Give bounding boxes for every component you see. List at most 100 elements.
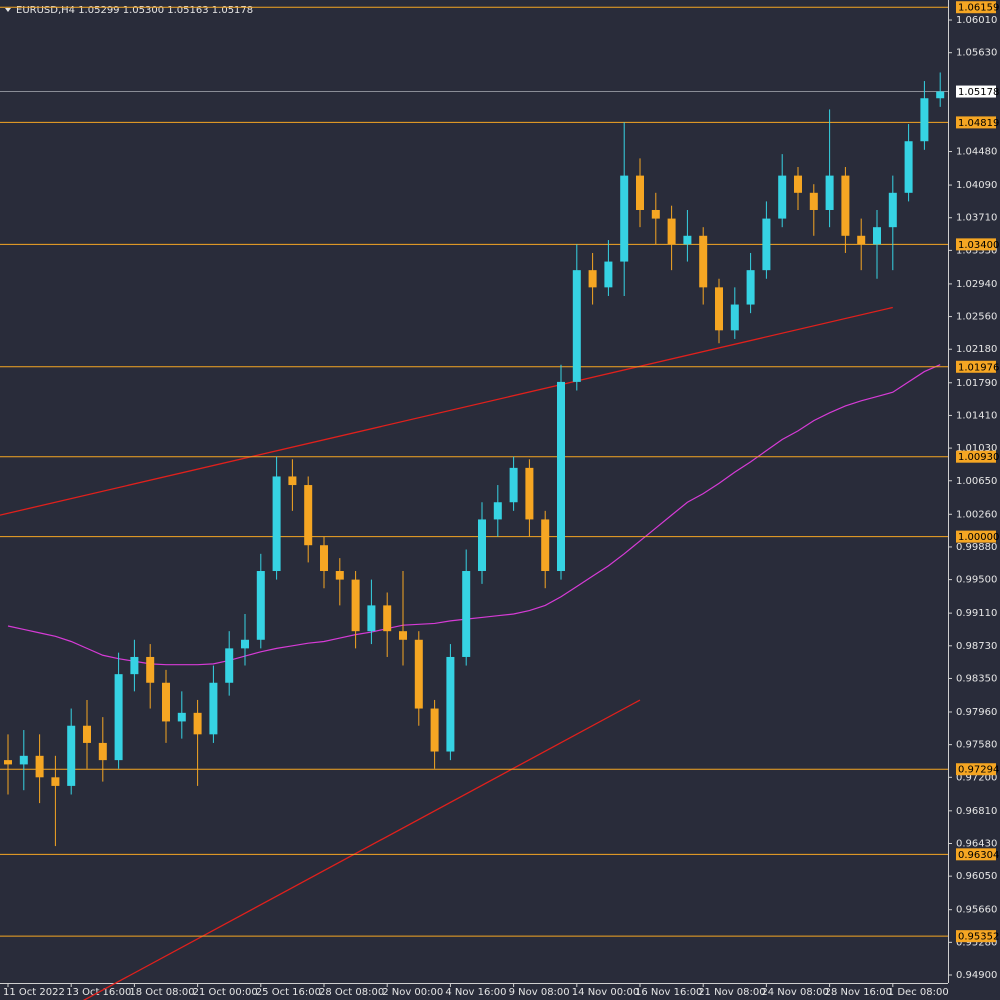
y-tick-label: 1.06010 [956,15,997,26]
candle-body [162,682,170,722]
candle-body [98,742,107,761]
candle-body [762,218,771,271]
candle-body [730,304,739,331]
x-tick-label: 28 Oct 08:00 [319,987,384,998]
trend-line [0,306,893,516]
candle-body [493,502,502,520]
y-tick-label: 0.96810 [956,806,997,817]
candle-body [683,235,692,245]
candle-body [414,639,423,709]
candle-body [620,175,629,262]
x-tick-label: 25 Oct 16:00 [256,987,321,998]
level-label: 0.96304 [958,850,999,861]
candle-body [873,227,881,245]
y-tick-label: 0.95280 [956,937,997,948]
y-tick-label: 1.05630 [956,48,997,59]
candle-body [541,519,550,572]
trend-line [82,699,641,1000]
candle-body [857,235,866,245]
candle-body [651,209,660,219]
candle-body [51,777,60,786]
candle-body [177,712,186,722]
moving-average [7,364,941,666]
level-label-bg [956,530,996,543]
menu-arrow[interactable] [5,8,11,12]
y-tick-label: 0.96050 [956,871,997,882]
candle-body [351,579,360,632]
level-label: 1.06159 [958,3,999,14]
level-label: 0.95352 [958,932,999,943]
candle-body [509,467,518,503]
chart-title: EURUSD,H4 1.05299 1.05300 1.05163 1.0517… [16,5,253,16]
current-price-label: 1.05178 [958,87,999,98]
x-tick-label: 14 Nov 00:00 [572,987,639,998]
y-tick-label: 1.00650 [956,476,997,487]
candle-body [225,648,234,683]
candle-body [399,631,407,640]
level-label-bg [956,930,996,943]
candle-body [667,218,676,245]
y-tick-label: 0.97580 [956,740,997,751]
candle-body [4,760,12,765]
x-tick-label: 21 Nov 08:00 [698,987,765,998]
candle-body [904,141,913,193]
candle-body [193,712,202,735]
candle-body [430,708,439,752]
candle-body [746,270,755,305]
candle-body [35,755,44,778]
y-tick-label: 0.97960 [956,707,997,718]
candle-body [130,656,139,675]
x-tick-label: 9 Nov 08:00 [509,987,570,998]
level-label: 1.00000 [958,532,999,543]
candle-body [809,192,818,210]
candle-body [446,656,455,752]
y-tick-label: 1.02560 [956,312,997,323]
level-label-bg [956,1,996,14]
candle-body [888,192,897,228]
level-label-bg [956,238,996,251]
y-tick-label: 0.98730 [956,641,997,652]
y-tick-label: 1.01790 [956,378,997,389]
y-tick-label: 1.03330 [956,245,997,256]
level-label: 1.01976 [958,362,999,373]
x-tick-label: 4 Nov 16:00 [445,987,506,998]
x-tick-label: 18 Oct 08:00 [129,987,194,998]
level-label: 1.03400 [958,240,999,251]
level-label-bg [956,116,996,129]
y-tick-label: 0.98350 [956,673,997,684]
y-tick-label: 1.03710 [956,213,997,224]
level-label-bg [956,763,996,776]
y-tick-label: 1.01030 [956,443,997,454]
candle-body [462,571,471,657]
candle-body [83,725,91,743]
level-label: 0.97294 [958,765,999,776]
y-tick-label: 1.02180 [956,344,997,355]
y-tick-label: 1.00260 [956,509,997,520]
x-tick-label: 16 Nov 16:00 [635,987,702,998]
candle-body [525,467,534,520]
candle-body [288,476,297,486]
candle-body [936,91,945,99]
candle-body [699,235,708,288]
current-price-bg [956,85,996,98]
y-tick-label: 1.02940 [956,279,997,290]
candle-body [920,98,929,142]
y-tick-label: 0.99500 [956,575,997,586]
candle-body [304,485,313,546]
y-tick-label: 1.04090 [956,180,997,191]
x-tick-label: 21 Oct 00:00 [193,987,258,998]
x-tick-label: 11 Oct 2022 [3,987,65,998]
x-tick-label: 24 Nov 08:00 [761,987,828,998]
y-tick-label: 0.99880 [956,542,997,553]
candle-body [825,175,834,210]
candle-body [320,545,328,572]
candle-body [794,175,802,193]
candle-body [146,656,155,683]
x-tick-label: 2 Nov 00:00 [382,987,443,998]
candle-body [841,175,850,236]
candle-body [557,381,565,572]
level-label: 1.04819 [958,118,999,129]
candle-body [19,755,28,765]
